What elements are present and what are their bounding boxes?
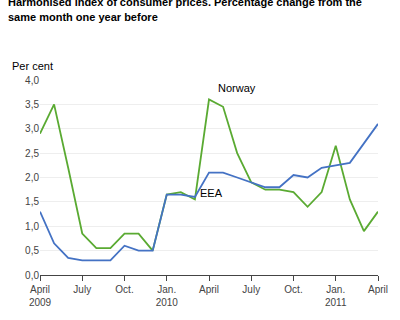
svg-text:April: April (199, 284, 219, 295)
svg-text:Norway: Norway (218, 82, 256, 94)
svg-text:July: July (73, 284, 91, 295)
svg-text:April: April (368, 284, 388, 295)
svg-text:July: July (242, 284, 260, 295)
svg-text:April2009: April2009 (29, 284, 52, 308)
svg-text:1,5: 1,5 (25, 196, 39, 207)
svg-text:Jan.2011: Jan.2011 (325, 284, 347, 308)
svg-text:2,5: 2,5 (25, 148, 39, 159)
svg-text:4,0: 4,0 (25, 75, 39, 86)
svg-text:Harmonised index of consumer p: Harmonised index of consumer prices. Per… (8, 0, 362, 23)
svg-text:Jan.2010: Jan.2010 (156, 284, 179, 308)
svg-text:Oct.: Oct. (284, 284, 302, 295)
svg-text:Per cent: Per cent (12, 60, 53, 72)
svg-text:EEA: EEA (200, 187, 223, 199)
svg-text:1,0: 1,0 (25, 221, 39, 232)
svg-text:3,0: 3,0 (25, 123, 39, 134)
svg-text:2,0: 2,0 (25, 172, 39, 183)
svg-text:3,5: 3,5 (25, 99, 39, 110)
svg-text:0,5: 0,5 (25, 245, 39, 256)
svg-text:Oct.: Oct. (115, 284, 133, 295)
svg-text:0,0: 0,0 (25, 270, 39, 281)
